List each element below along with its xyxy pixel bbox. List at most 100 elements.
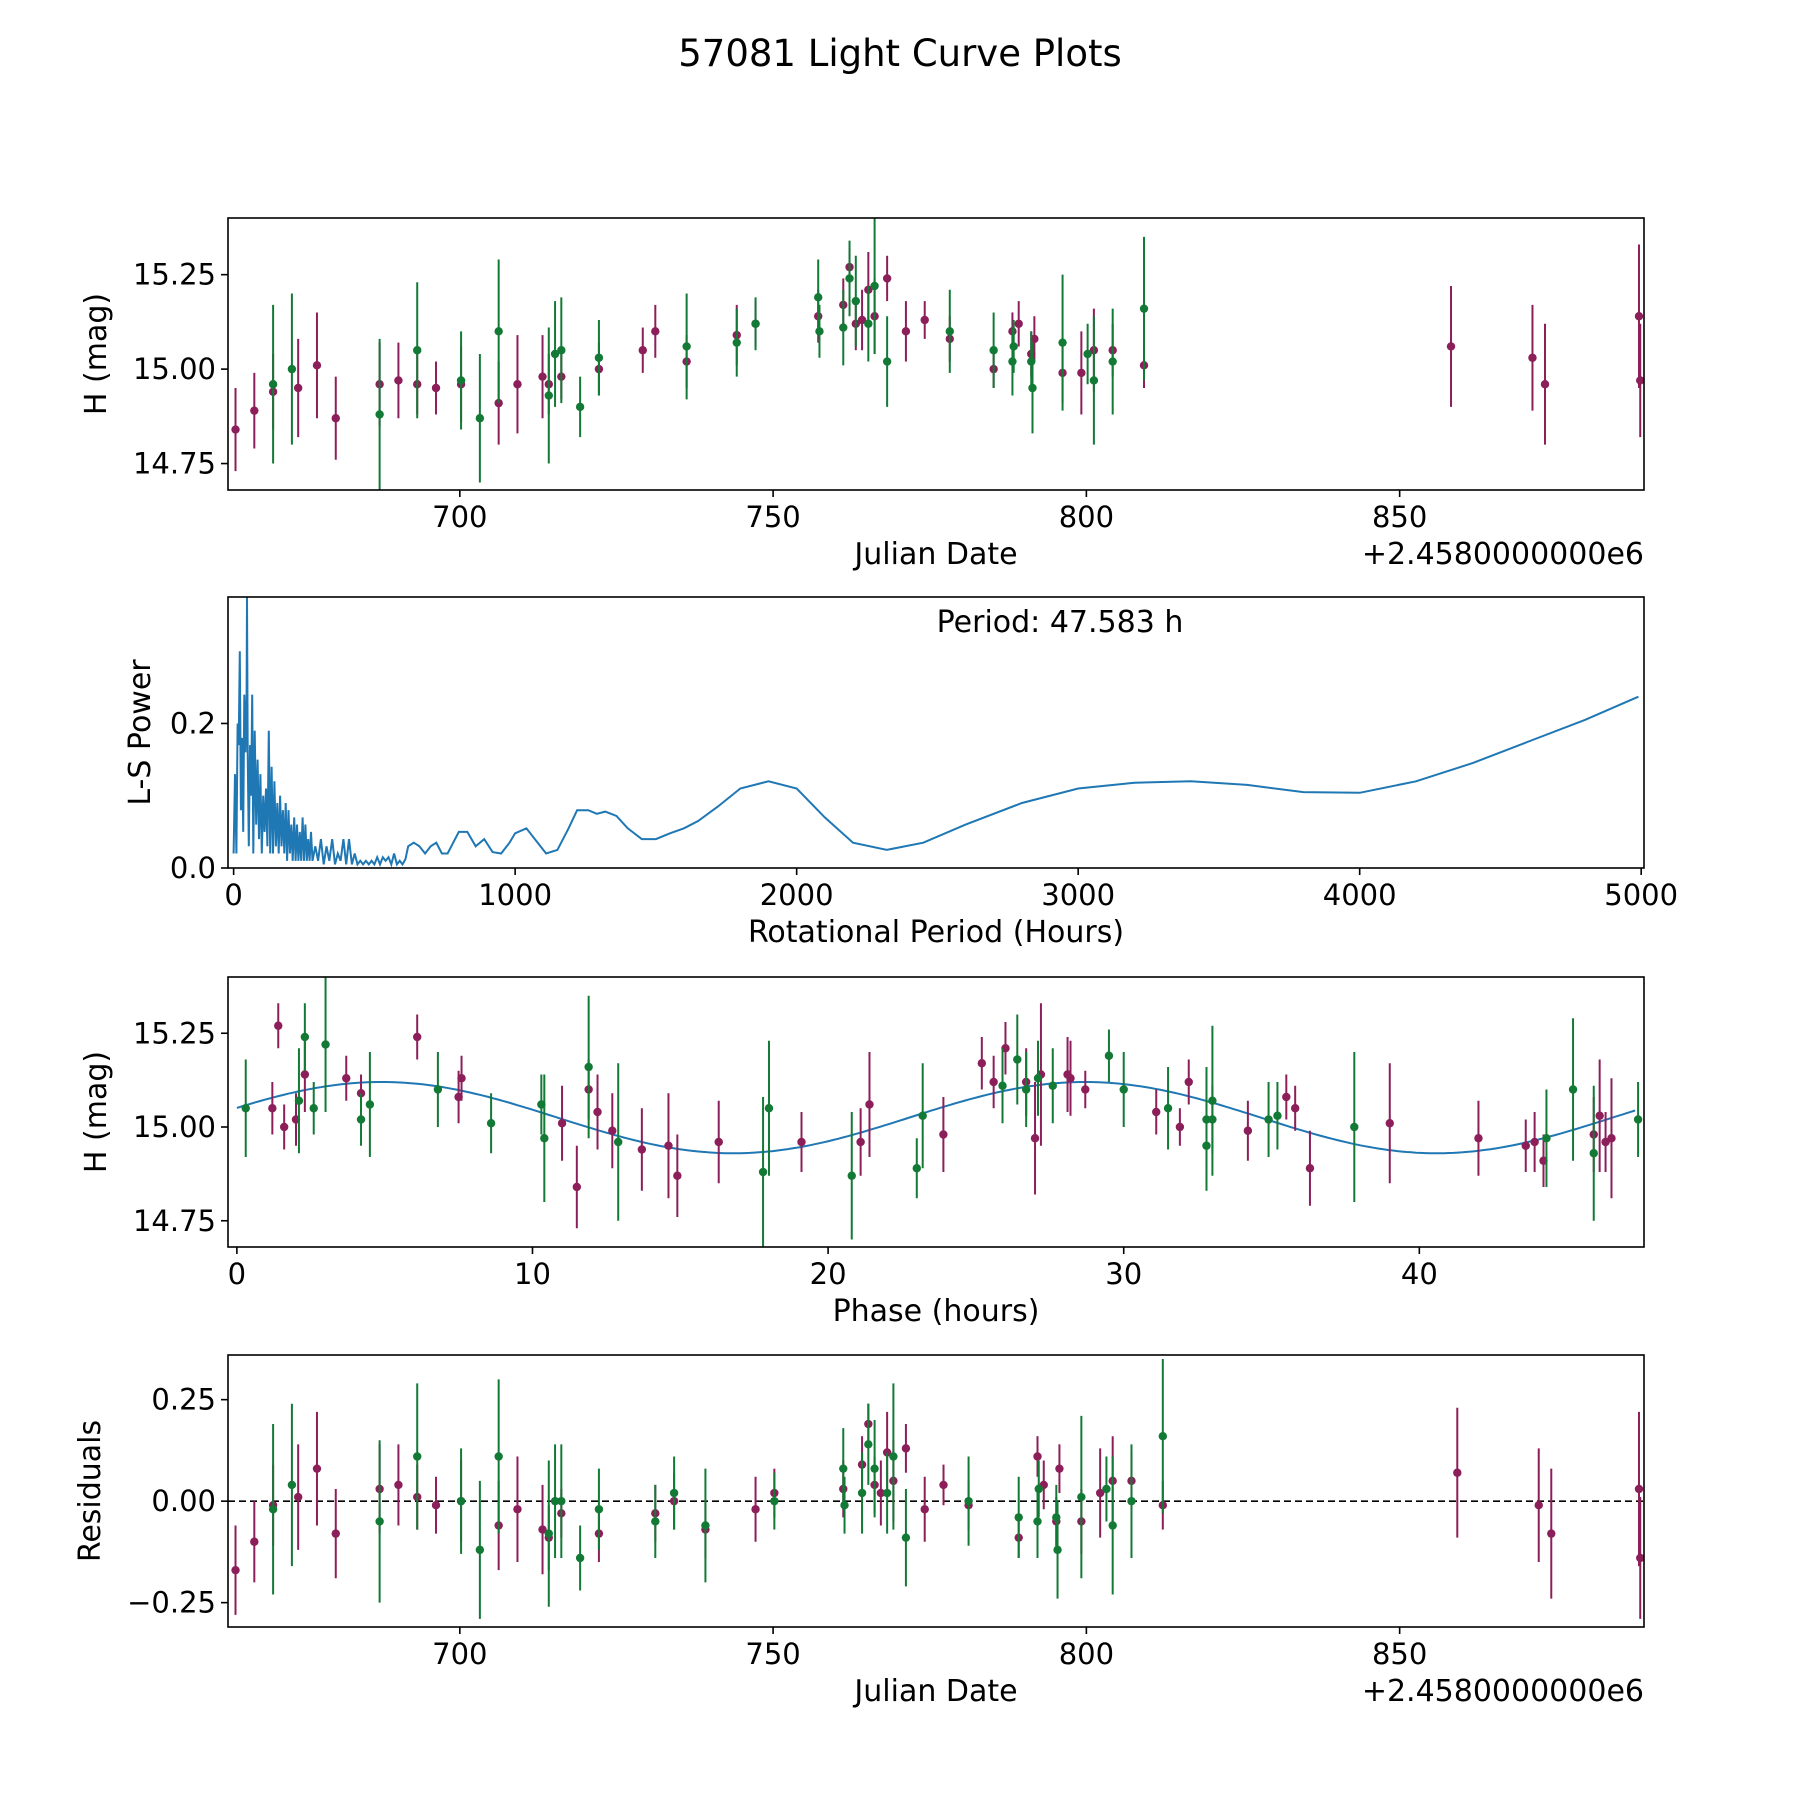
data-point bbox=[231, 1565, 240, 1575]
phase-folded-panel: Phase (hours) H (mag) 0 10 20 30 40 14.75 15.0… bbox=[79, 976, 1645, 1329]
data-point bbox=[1058, 338, 1067, 347]
data-point bbox=[494, 327, 503, 336]
data-point bbox=[651, 327, 660, 336]
data-point bbox=[845, 274, 854, 283]
data-point bbox=[714, 1137, 723, 1147]
data-point bbox=[1547, 1529, 1556, 1538]
data-point bbox=[1446, 342, 1456, 351]
y-tick-label: 0.00 bbox=[151, 1484, 216, 1518]
data-point bbox=[1453, 1468, 1462, 1477]
x-tick-label: 20 bbox=[810, 1257, 847, 1291]
data-point bbox=[1066, 1074, 1075, 1083]
data-point bbox=[584, 1062, 593, 1072]
data-point bbox=[1030, 1134, 1040, 1143]
y-tick-label: 14.75 bbox=[133, 1204, 216, 1238]
data-point bbox=[864, 319, 873, 328]
y-tick-label: 15.25 bbox=[133, 1016, 216, 1050]
fit-curve bbox=[236, 1081, 1636, 1155]
data-point bbox=[1158, 1431, 1168, 1441]
data-point bbox=[1083, 349, 1092, 359]
data-point bbox=[241, 1104, 250, 1113]
data-point bbox=[250, 406, 259, 415]
data-point bbox=[1030, 334, 1039, 344]
data-point bbox=[1108, 357, 1117, 366]
light-curve-panel: Julian Date H (mag) +2.4580000000e6 700 7… bbox=[79, 217, 1645, 572]
data-point bbox=[920, 315, 929, 325]
data-point bbox=[550, 349, 560, 359]
x-tick-label: 4000 bbox=[1323, 878, 1397, 912]
data-point bbox=[457, 1074, 466, 1083]
data-point bbox=[945, 327, 954, 336]
data-point bbox=[870, 1464, 879, 1473]
data-point bbox=[1119, 1085, 1128, 1094]
data-point bbox=[1033, 1517, 1042, 1526]
residuals-y-axis-label: Residuals bbox=[73, 1420, 108, 1562]
period-annotation: Period: 47.583 h bbox=[937, 605, 1184, 640]
data-point bbox=[540, 1134, 549, 1143]
data-point bbox=[614, 1137, 623, 1147]
data-point bbox=[1540, 380, 1550, 389]
data-point bbox=[594, 1505, 604, 1514]
data-point bbox=[840, 1501, 849, 1510]
data-point bbox=[1243, 1126, 1253, 1135]
x-tick-label: 10 bbox=[514, 1257, 551, 1291]
data-point bbox=[1053, 1545, 1062, 1555]
phase-y-axis-label: H (mag) bbox=[79, 1051, 114, 1173]
data-point bbox=[673, 1171, 682, 1180]
data-point bbox=[513, 1505, 522, 1514]
x-tick-label: 850 bbox=[1372, 1637, 1427, 1671]
x-tick-label: 700 bbox=[432, 1637, 487, 1671]
data-point bbox=[1021, 1085, 1031, 1094]
data-point bbox=[1102, 1484, 1111, 1494]
data-point bbox=[912, 1164, 921, 1173]
x-tick-label: 800 bbox=[1059, 1637, 1114, 1671]
x-tick-label: 750 bbox=[745, 1637, 800, 1671]
data-point bbox=[1104, 1051, 1114, 1060]
data-point bbox=[1634, 312, 1644, 321]
light-curve-x-axis-label: Julian Date bbox=[852, 537, 1017, 572]
data-point bbox=[876, 1488, 886, 1498]
data-point bbox=[394, 1480, 403, 1490]
data-point bbox=[637, 1145, 647, 1154]
light-curve-y-axis-label: H (mag) bbox=[79, 293, 114, 415]
data-point bbox=[1350, 1122, 1359, 1132]
data-point bbox=[1027, 357, 1036, 366]
data-point bbox=[1052, 1513, 1061, 1522]
data-point bbox=[342, 1074, 351, 1083]
data-point bbox=[669, 1488, 679, 1498]
x-tick-label: 1000 bbox=[478, 878, 552, 912]
data-point bbox=[1077, 368, 1086, 378]
x-tick-label: 750 bbox=[745, 500, 800, 534]
x-tick-label: 3000 bbox=[1041, 878, 1115, 912]
data-point bbox=[293, 383, 303, 393]
data-point bbox=[1636, 376, 1644, 385]
data-point bbox=[1521, 1141, 1530, 1150]
axes-frame bbox=[227, 596, 1645, 869]
data-point bbox=[287, 364, 297, 374]
data-point bbox=[1634, 1484, 1644, 1494]
data-point bbox=[575, 402, 585, 412]
y-tick-label: 15.00 bbox=[133, 352, 216, 386]
data-point bbox=[1282, 1092, 1291, 1102]
data-point bbox=[550, 1496, 560, 1506]
data-point bbox=[918, 1111, 927, 1120]
data-point bbox=[412, 1032, 422, 1042]
data-point bbox=[312, 1464, 322, 1473]
data-point bbox=[279, 1122, 289, 1132]
data-point bbox=[1055, 1464, 1064, 1473]
data-point bbox=[1589, 1149, 1598, 1158]
data-point bbox=[870, 281, 879, 291]
data-point bbox=[1008, 357, 1017, 366]
data-point bbox=[1264, 1115, 1273, 1124]
data-point bbox=[989, 346, 998, 355]
data-point bbox=[593, 1107, 602, 1117]
data-point bbox=[433, 1085, 443, 1094]
residuals-x-axis-label: Julian Date bbox=[852, 1674, 1017, 1709]
data-point bbox=[312, 361, 322, 370]
data-point bbox=[964, 1496, 973, 1506]
x-tick-label: 850 bbox=[1372, 500, 1427, 534]
data-point bbox=[1127, 1496, 1136, 1506]
periodogram-y-axis-label: L-S Power bbox=[123, 659, 158, 806]
y-tick-label: 15.25 bbox=[133, 258, 216, 292]
data-point bbox=[682, 342, 691, 351]
